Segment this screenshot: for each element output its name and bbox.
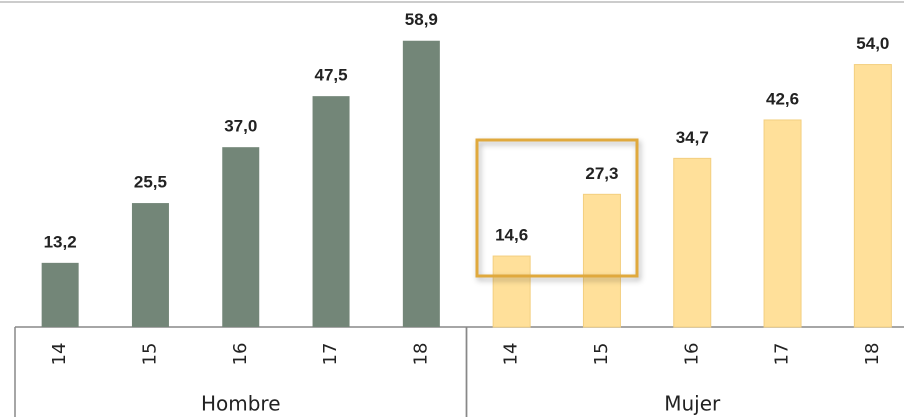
group-label: Mujer [664, 392, 721, 416]
x-tick-label: 15 [139, 343, 160, 366]
bar [492, 255, 531, 328]
x-tick-label: 14 [49, 343, 70, 366]
value-label: 27,3 [585, 164, 618, 183]
value-label: 13,2 [44, 232, 77, 251]
value-label: 34,7 [676, 128, 709, 147]
value-label: 42,6 [766, 89, 799, 108]
value-label: 47,5 [315, 66, 348, 85]
x-tick-label: 17 [320, 343, 341, 366]
bar [673, 157, 712, 328]
x-tick-label: 17 [772, 343, 793, 366]
bar [763, 119, 802, 328]
bar [131, 203, 169, 327]
value-label: 58,9 [405, 10, 438, 29]
bar [582, 193, 621, 328]
value-label: 54,0 [856, 34, 889, 53]
value-label: 14,6 [495, 226, 528, 245]
value-label: 25,5 [134, 173, 167, 192]
group-label: Hombre [201, 392, 281, 416]
bar [41, 262, 79, 327]
x-tick-label: 18 [410, 343, 431, 366]
bar [853, 64, 892, 328]
bar [312, 96, 350, 328]
highlight-box [475, 138, 639, 278]
bar [222, 147, 260, 327]
value-label: 37,0 [224, 117, 257, 136]
x-tick-label: 18 [862, 343, 883, 366]
x-tick-label: 15 [591, 343, 612, 366]
x-tick-label: 14 [501, 343, 522, 366]
x-tick-label: 16 [230, 343, 251, 366]
x-tick-label: 16 [681, 343, 702, 366]
bar [402, 40, 440, 327]
